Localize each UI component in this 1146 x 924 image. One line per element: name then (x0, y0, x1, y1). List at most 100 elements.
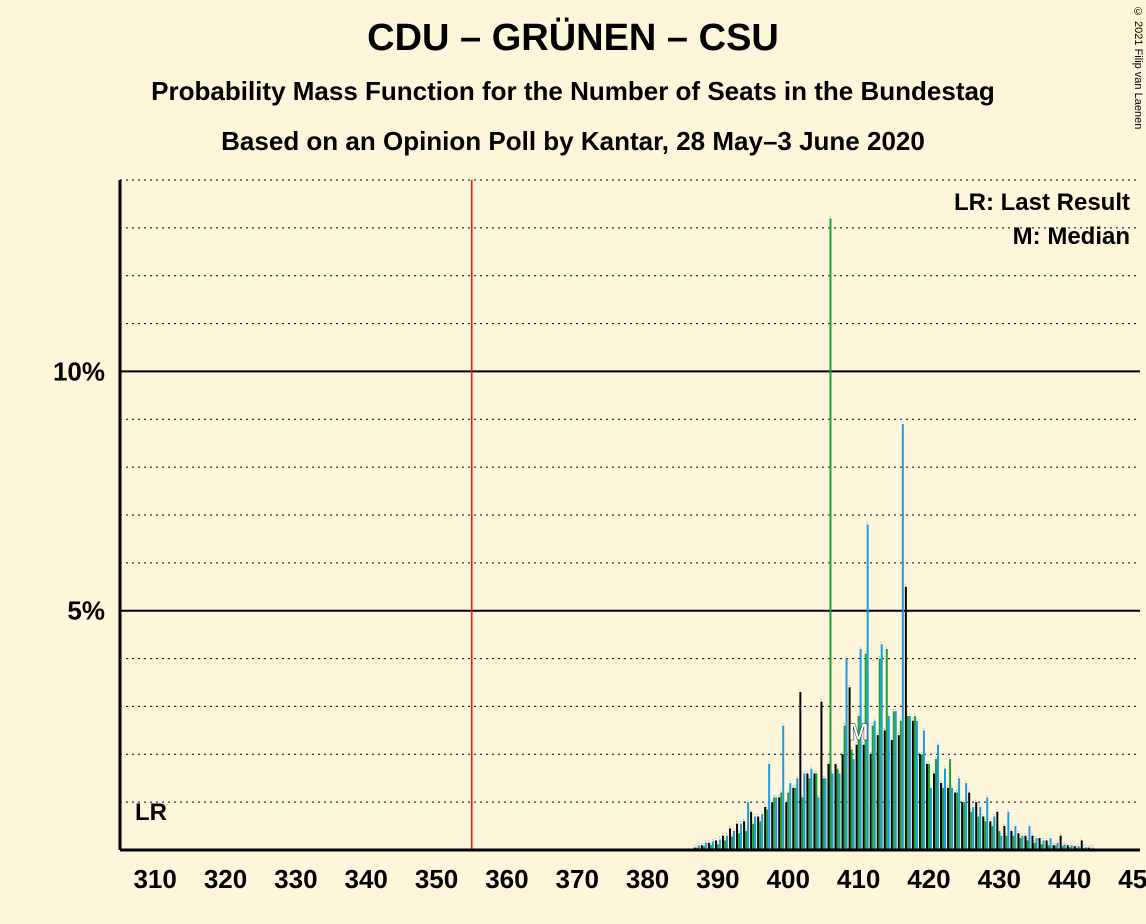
bar-cdu (1024, 836, 1026, 850)
bar-csu (944, 769, 946, 850)
chart-container: CDU – GRÜNEN – CSUProbability Mass Funct… (0, 0, 1146, 924)
legend-m: M: Median (1013, 223, 1130, 250)
bar-cdu (933, 773, 935, 850)
bar-gruenen (935, 759, 937, 850)
bar-cdu (827, 764, 829, 850)
bar-cdu (905, 587, 907, 850)
bar-gruenen (844, 726, 846, 850)
bar-csu (888, 716, 890, 850)
bar-cdu (863, 745, 865, 850)
bar-csu (747, 802, 749, 850)
x-tick-label: 330 (274, 864, 317, 894)
bar-gruenen (893, 711, 895, 850)
bar-csu (803, 773, 805, 850)
bar-gruenen (970, 812, 972, 850)
bar-csu (796, 778, 798, 850)
bar-csu (733, 831, 735, 850)
bar-cdu (912, 721, 914, 850)
bar-gruenen (991, 826, 993, 850)
bar-csu (937, 745, 939, 850)
bar-gruenen (773, 797, 775, 850)
bar-cdu (947, 788, 949, 850)
x-tick-label: 420 (907, 864, 950, 894)
bar-gruenen (1012, 836, 1014, 850)
bar-csu (768, 764, 770, 850)
bar-gruenen (914, 716, 916, 850)
bar-gruenen (794, 788, 796, 850)
bar-gruenen (837, 769, 839, 850)
bar-cdu (792, 788, 794, 850)
bar-csu (740, 824, 742, 850)
bar-gruenen (907, 716, 909, 850)
bar-gruenen (815, 773, 817, 850)
x-tick-label: 380 (626, 864, 669, 894)
bar-gruenen (801, 797, 803, 850)
bar-gruenen (956, 793, 958, 850)
bar-csu (1000, 836, 1002, 850)
bar-gruenen (851, 750, 853, 851)
x-tick-label: 430 (978, 864, 1021, 894)
bar-csu (1028, 826, 1030, 850)
bar-csu (810, 769, 812, 850)
bar-csu (1050, 838, 1052, 850)
bar-csu (775, 797, 777, 850)
bar-cdu (1010, 831, 1012, 850)
bar-gruenen (928, 764, 930, 850)
bar-gruenen (865, 654, 867, 850)
x-tick-label: 350 (415, 864, 458, 894)
copyright-text: © 2021 Filip van Laenen (1132, 6, 1144, 129)
bar-gruenen (808, 778, 810, 850)
bar-cdu (954, 793, 956, 850)
bar-cdu (961, 802, 963, 850)
bar-cdu (764, 807, 766, 850)
x-tick-label: 370 (556, 864, 599, 894)
bar-csu (719, 839, 721, 850)
bar-gruenen (984, 821, 986, 850)
bar-cdu (757, 817, 759, 851)
bar-gruenen (759, 821, 761, 850)
bar-cdu (1039, 838, 1041, 850)
bar-gruenen (780, 793, 782, 850)
bar-gruenen (921, 754, 923, 850)
legend-lr: LR: Last Result (954, 189, 1130, 216)
bar-gruenen (822, 778, 824, 850)
bar-cdu (820, 702, 822, 850)
bar-cdu (996, 812, 998, 850)
chart-svg: CDU – GRÜNEN – CSUProbability Mass Funct… (0, 0, 1146, 924)
bar-csu (860, 649, 862, 850)
bar-csu (958, 778, 960, 850)
bar-csu (951, 788, 953, 850)
bar-csu (916, 721, 918, 850)
bar-csu (761, 814, 763, 850)
bar-csu (726, 836, 728, 850)
median-label: M (849, 719, 869, 746)
bar-cdu (736, 824, 738, 850)
bar-gruenen (949, 759, 951, 850)
bar-cdu (982, 817, 984, 851)
bar-cdu (898, 735, 900, 850)
bar-cdu (989, 821, 991, 850)
y-tick-label: 5% (67, 596, 105, 626)
bar-cdu (926, 764, 928, 850)
bar-cdu (729, 828, 731, 850)
x-tick-label: 340 (345, 864, 388, 894)
bar-gruenen (738, 833, 740, 850)
bar-cdu (785, 802, 787, 850)
bar-csu (853, 759, 855, 850)
bar-cdu (884, 730, 886, 850)
x-tick-label: 450 (1118, 864, 1146, 894)
bar-csu (979, 807, 981, 850)
bar-gruenen (942, 788, 944, 850)
bar-csu (965, 783, 967, 850)
bar-csu (1007, 812, 1009, 850)
bar-cdu (940, 783, 942, 850)
x-tick-label: 320 (204, 864, 247, 894)
bar-cdu (750, 812, 752, 850)
bar-gruenen (977, 817, 979, 851)
bar-csu (1014, 826, 1016, 850)
x-tick-label: 310 (133, 864, 176, 894)
bar-cdu (806, 773, 808, 850)
bar-cdu (799, 692, 801, 850)
bar-cdu (722, 836, 724, 850)
bar-csu (789, 783, 791, 850)
